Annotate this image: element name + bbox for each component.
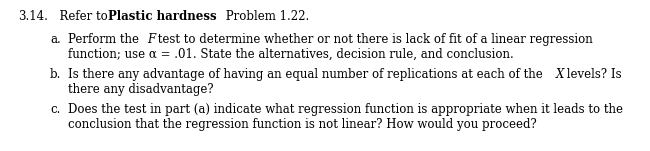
Text: levels? Is: levels? Is [563,68,621,81]
Text: X: X [556,68,564,81]
Text: Refer to: Refer to [52,10,112,23]
Text: test to determine whether or not there is lack of fit of a linear regression: test to determine whether or not there i… [154,33,593,46]
Text: b.: b. [50,68,61,81]
Text: c.: c. [50,103,60,116]
Text: 3.14.: 3.14. [18,10,48,23]
Text: function; use α = .01. State the alternatives, decision rule, and conclusion.: function; use α = .01. State the alterna… [68,48,514,61]
Text: Perform the: Perform the [68,33,143,46]
Text: Is there any advantage of having an equal number of replications at each of the: Is there any advantage of having an equa… [68,68,547,81]
Text: a.: a. [50,33,60,46]
Text: conclusion that the regression function is not linear? How would you proceed?: conclusion that the regression function … [68,118,537,131]
Text: there any disadvantage?: there any disadvantage? [68,83,214,96]
Text: Plastic hardness: Plastic hardness [108,10,216,23]
Text: Does the test in part (a) indicate what regression function is appropriate when : Does the test in part (a) indicate what … [68,103,623,116]
Text: Problem 1.22.: Problem 1.22. [222,10,309,23]
Text: F: F [147,33,155,46]
